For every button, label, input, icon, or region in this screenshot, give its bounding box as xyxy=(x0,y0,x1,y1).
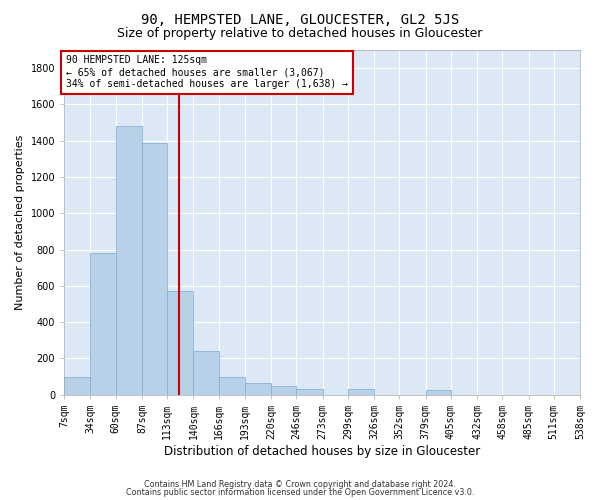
Text: Contains HM Land Registry data © Crown copyright and database right 2024.: Contains HM Land Registry data © Crown c… xyxy=(144,480,456,489)
Bar xyxy=(271,386,296,394)
Text: 90 HEMPSTED LANE: 125sqm
← 65% of detached houses are smaller (3,067)
34% of sem: 90 HEMPSTED LANE: 125sqm ← 65% of detach… xyxy=(66,56,348,88)
Bar xyxy=(91,253,116,394)
Bar xyxy=(296,389,323,394)
Text: Size of property relative to detached houses in Gloucester: Size of property relative to detached ho… xyxy=(118,28,482,40)
Bar xyxy=(218,376,245,394)
Text: 90, HEMPSTED LANE, GLOUCESTER, GL2 5JS: 90, HEMPSTED LANE, GLOUCESTER, GL2 5JS xyxy=(141,12,459,26)
Bar xyxy=(64,376,91,394)
Text: Contains public sector information licensed under the Open Government Licence v3: Contains public sector information licen… xyxy=(126,488,474,497)
Bar xyxy=(348,389,374,394)
Bar xyxy=(167,292,193,395)
X-axis label: Distribution of detached houses by size in Gloucester: Distribution of detached houses by size … xyxy=(164,444,480,458)
Bar xyxy=(425,390,451,394)
Bar xyxy=(116,126,142,394)
Bar xyxy=(193,351,218,395)
Y-axis label: Number of detached properties: Number of detached properties xyxy=(15,134,25,310)
Bar xyxy=(142,142,167,394)
Bar xyxy=(245,383,271,394)
